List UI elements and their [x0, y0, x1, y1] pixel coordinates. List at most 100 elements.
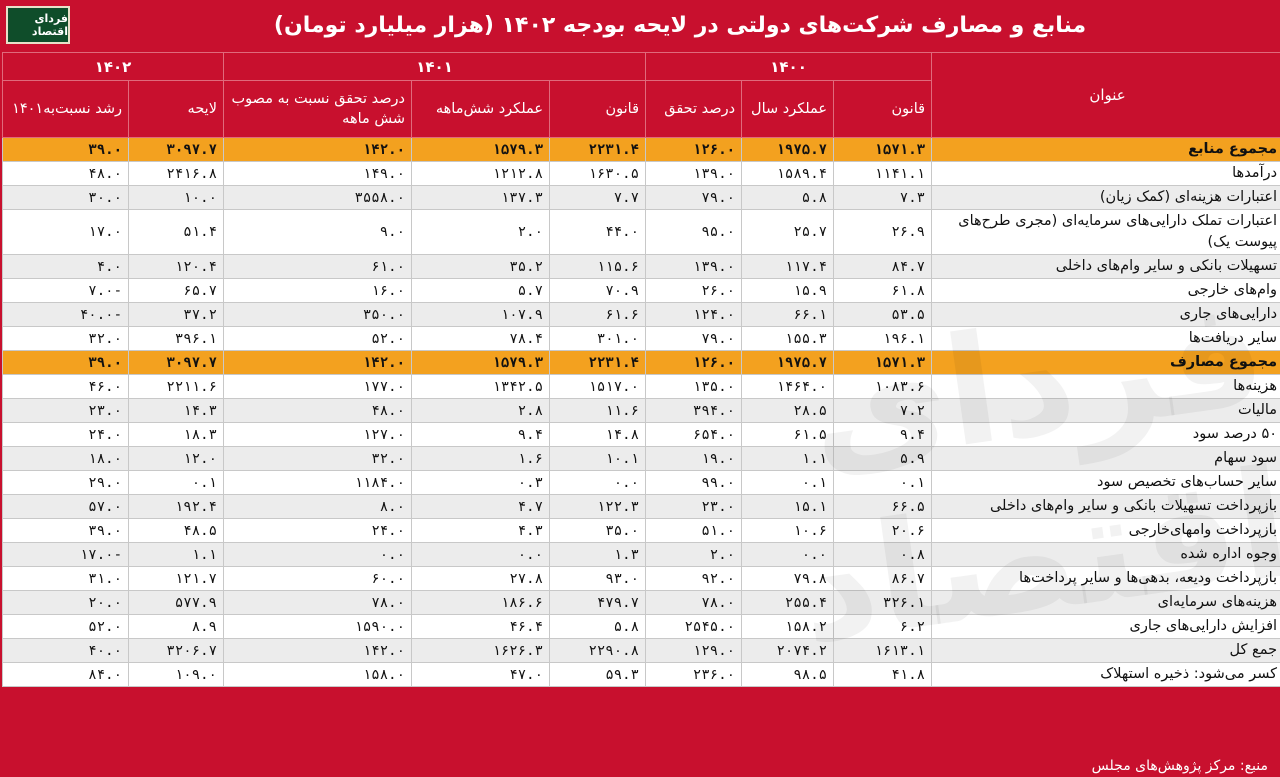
value-cell: ۶۱.۰ [222, 254, 413, 279]
value-cell: ۴۸.۰ [222, 398, 413, 423]
table-row: درآمدها ۱۱۴۱.۱ ۱۵۸۹.۴ ۱۳۹.۰ ۱۶۳۰.۵ ۱۲۱۲.۸ ۱۴۹.… [2, 161, 1280, 186]
value-cell: ۱۵۸۹.۴ [741, 161, 835, 186]
value-cell: ۹.۴ [411, 422, 551, 447]
table-row: اعتبارات هزینه‌ای (کمک زیان) ۷.۳ ۵.۸ ۷۹.۰ ۷.… [2, 185, 1280, 210]
value-cell: ۱۵۹۰.۰ [222, 614, 413, 639]
value-cell: ۲۶.۰ [645, 278, 743, 303]
row-label: تسهیلات بانکی و سایر وام‌های داخلی [931, 254, 1280, 279]
value-cell: ۱۶۲۶.۳ [411, 638, 551, 663]
value-cell: ۱۴.۳ [128, 398, 224, 423]
table-row: ۵۰ درصد سود ۹.۴ ۶۱.۵ ۶۵۴.۰ ۱۴.۸ ۹.۴ ۱۲۷.۰ ۱۸.۳ ۲… [2, 422, 1280, 447]
value-cell: ۱۴۲.۰ [222, 350, 413, 375]
value-cell: ۱۵.۹ [741, 278, 835, 303]
value-cell: ۱۵۸.۰ [222, 662, 413, 687]
value-cell: ۲۵.۷ [741, 209, 835, 255]
table-row: بازپرداخت وامهای‌خارجی ۲۰.۶ ۱۰.۶ ۵۱.۰ ۳۵.۰ ۴.… [2, 518, 1280, 543]
value-cell: ۱۱.۶ [549, 398, 647, 423]
value-cell: ۲۵۵.۴ [741, 590, 835, 615]
value-cell: ۱۳۴۲.۵ [411, 374, 551, 399]
value-cell: ۵۱.۴ [128, 209, 224, 255]
value-cell: ۱۹۲.۴ [128, 494, 224, 519]
value-cell: ۴.۰ [2, 254, 129, 279]
value-cell: ۱۲۶.۰ [645, 137, 743, 162]
table-row: بازپرداخت ودیعه، بدهی‌ها و سایر پرداخت‌ه… [2, 566, 1280, 591]
value-cell: ۱۶۳۰.۵ [549, 161, 647, 186]
value-cell: ۷.۲ [833, 398, 933, 423]
value-cell: ۲۹.۰ [2, 470, 129, 495]
value-cell: ۱۰.۶ [741, 518, 835, 543]
value-cell: ۵.۹ [833, 446, 933, 471]
value-cell: ۳۲.۰ [2, 326, 129, 351]
value-cell: ۸.۹ [128, 614, 224, 639]
value-cell: ۱۳۹.۰ [645, 254, 743, 279]
value-cell: ۱۲۹.۰ [645, 638, 743, 663]
value-cell: ۱۱۷.۴ [741, 254, 835, 279]
value-cell: ۵.۸ [741, 185, 835, 210]
row-label: ۵۰ درصد سود [931, 422, 1280, 447]
value-cell: ۱.۳ [549, 542, 647, 567]
value-cell: ۵۱.۰ [645, 518, 743, 543]
value-cell: ۵.۸ [549, 614, 647, 639]
value-cell: ۱۶.۰ [222, 278, 413, 303]
value-cell: ۲۳.۰ [645, 494, 743, 519]
value-cell: ۱۰.۰ [128, 185, 224, 210]
value-cell: ۰.۰ [222, 542, 413, 567]
value-cell: ۱۹۶.۱ [833, 326, 933, 351]
column-header: درصد تحقق [645, 80, 743, 138]
value-cell: ۳۲۰۶.۷ [128, 638, 224, 663]
value-cell: ۶۵.۷ [128, 278, 224, 303]
value-cell: ۱۲۰.۴ [128, 254, 224, 279]
value-cell: ۷۹.۸ [741, 566, 835, 591]
value-cell: ۷۰.۹ [549, 278, 647, 303]
value-cell: ۲۲۹۰.۸ [549, 638, 647, 663]
value-cell: ۰.۳ [411, 470, 551, 495]
row-label: سایر حساب‌های تخصیص سود [931, 470, 1280, 495]
value-cell: ۱۲۲.۳ [549, 494, 647, 519]
page-title: منابع و مصارف شرکت‌های دولتی در لایحه بو… [273, 12, 1087, 38]
table-row: سایر دریافت‌ها ۱۹۶.۱ ۱۵۵.۳ ۷۹.۰ ۳۰۱.۰ ۷۸.۴ ۵۲.… [2, 326, 1280, 351]
row-label: بازپرداخت تسهیلات بانکی و سایر وام‌های د… [931, 494, 1280, 519]
row-label: مجموع مصارف [931, 350, 1280, 375]
value-cell: ۶۰.۰ [222, 566, 413, 591]
value-cell: ۵۲.۰ [222, 326, 413, 351]
value-cell: ۳۷.۲ [128, 302, 224, 327]
value-cell: ۱۵۷۱.۳ [833, 350, 933, 375]
row-label: وجوه اداره شده [931, 542, 1280, 567]
value-cell: ۹۳.۰ [549, 566, 647, 591]
value-cell: -۴۰.۰ [2, 302, 129, 327]
value-cell: ۱۵۷۹.۳ [411, 137, 551, 162]
row-label: دارایی‌های جاری [931, 302, 1280, 327]
value-cell: ۶۱.۸ [833, 278, 933, 303]
value-cell: ۱۵.۱ [741, 494, 835, 519]
value-cell: ۲۴۱۶.۸ [128, 161, 224, 186]
value-cell: ۰.۰ [549, 470, 647, 495]
value-cell: ۳۰۱.۰ [549, 326, 647, 351]
value-cell: ۱۵۷۱.۳ [833, 137, 933, 162]
column-header: درصد تحقق نسبت به مصوب شش ماهه [222, 80, 413, 138]
value-cell: ۲۷.۸ [411, 566, 551, 591]
value-cell: ۳۹۴.۰ [645, 398, 743, 423]
table-row: مالیات ۷.۲ ۲۸.۵ ۳۹۴.۰ ۱۱.۶ ۲.۸ ۴۸.۰ ۱۴.۳ ۲۳.۰ [2, 398, 1280, 423]
value-cell: ۷۹.۰ [645, 326, 743, 351]
value-cell: ۴۶.۴ [411, 614, 551, 639]
value-cell: ۳۲.۰ [222, 446, 413, 471]
value-cell: ۲۰.۶ [833, 518, 933, 543]
value-cell: ۱۱۸۴.۰ [222, 470, 413, 495]
year-header-1400: ۱۴۰۰ [645, 52, 933, 81]
value-cell: ۷.۷ [549, 185, 647, 210]
row-label: اعتبارات تملک دارایی‌های سرمایه‌ای (مجری… [931, 209, 1280, 255]
value-cell: ۶.۲ [833, 614, 933, 639]
total-row: مجموع مصارف ۱۵۷۱.۳ ۱۹۷۵.۷ ۱۲۶.۰ ۲۲۳۱.۴ ۱۵۷۹.۳… [2, 350, 1280, 375]
row-label: جمع کل [931, 638, 1280, 663]
value-cell: ۲۰۷۴.۲ [741, 638, 835, 663]
value-cell: ۴.۷ [411, 494, 551, 519]
value-cell: ۹۲.۰ [645, 566, 743, 591]
table-row: اعتبارات تملک دارایی‌های سرمایه‌ای (مجری… [2, 209, 1280, 255]
row-label: اعتبارات هزینه‌ای (کمک زیان) [931, 185, 1280, 210]
table-row: سایر حساب‌های تخصیص سود ۰.۱ ۰.۱ ۹۹.۰ ۰.۰ ۰.۳ ۱… [2, 470, 1280, 495]
value-cell: ۹.۴ [833, 422, 933, 447]
row-label: کسر می‌شود: ذخیره استهلاک [931, 662, 1280, 687]
value-cell: ۱۹۷۵.۷ [741, 137, 835, 162]
value-cell: ۵۷.۰ [2, 494, 129, 519]
